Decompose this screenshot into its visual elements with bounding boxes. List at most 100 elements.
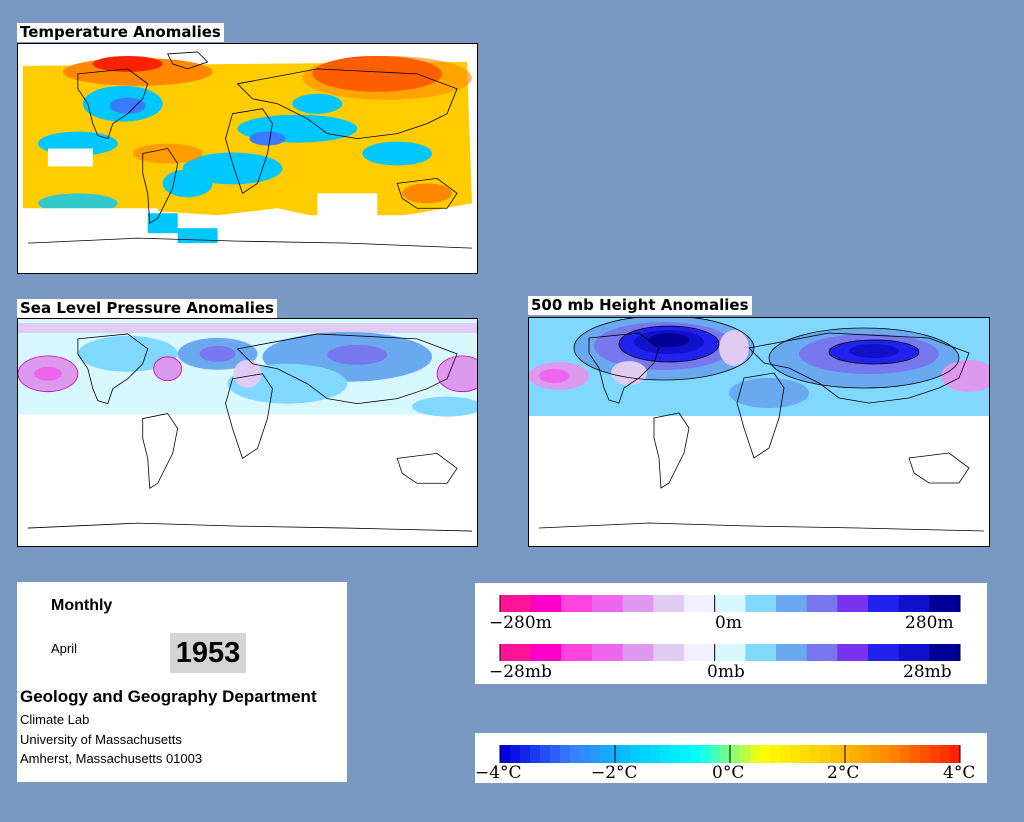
temperature-scale-swatch — [620, 745, 631, 763]
temp-label-0: 0°C — [712, 763, 744, 783]
temperature-scale-swatch — [900, 745, 911, 763]
pressure-scale-swatch — [500, 644, 532, 661]
period-label: Monthly — [51, 597, 113, 614]
month-label: April — [51, 641, 78, 656]
pressure-scale-swatch — [837, 644, 869, 661]
height-scale-swatch — [714, 595, 746, 612]
university-label: University of Massachusetts — [20, 732, 182, 747]
temperature-scale-swatch — [510, 745, 521, 763]
temperature-scale-swatch — [690, 745, 701, 763]
pressure-scale-swatch — [745, 644, 777, 661]
pressure-scale-swatch — [868, 644, 900, 661]
height-mid-label: 0m — [715, 613, 742, 633]
height-scale-swatch — [561, 595, 593, 612]
temp-label-neg2: −2°C — [591, 763, 638, 783]
slp-anomaly-map — [17, 318, 478, 547]
lab-label: Climate Lab — [20, 712, 90, 727]
temperature-scale-swatch — [570, 745, 581, 763]
pressure-scale-swatch — [806, 644, 838, 661]
temp-label-2: 2°C — [827, 763, 859, 783]
temperature-scale-swatch — [940, 745, 951, 763]
temperature-scale-swatch — [600, 745, 611, 763]
temp-label-neg4: −4°C — [475, 763, 522, 783]
pressure-color-scale — [499, 644, 961, 661]
height-scale-swatch — [837, 595, 869, 612]
temperature-scale-swatch — [700, 745, 711, 763]
temperature-scale-swatch — [660, 745, 671, 763]
pressure-scale-swatch — [714, 644, 746, 661]
pressure-max-label: 28mb — [903, 662, 952, 682]
height-max-label: 280m — [905, 613, 954, 633]
temperature-scale-swatch — [790, 745, 801, 763]
temperature-color-scale — [499, 745, 961, 763]
slp-anomalies-title: Sea Level Pressure Anomalies — [17, 299, 277, 318]
height-scale-swatch — [745, 595, 777, 612]
pressure-scale-swatch — [530, 644, 562, 661]
temperature-scale-swatch — [520, 745, 531, 763]
address-label: Amherst, Massachusetts 01003 — [20, 751, 203, 766]
pressure-mid-label: 0mb — [707, 662, 745, 682]
height-scale-swatch — [898, 595, 930, 612]
temperature-scale-swatch — [810, 745, 821, 763]
temperature-scale-swatch — [950, 745, 961, 763]
temperature-scale-swatch — [580, 745, 591, 763]
temperature-scale-swatch — [560, 745, 571, 763]
info-panel: Monthly April 1953 Geology and Geography… — [17, 582, 347, 782]
temperature-scale-swatch — [590, 745, 601, 763]
temperature-legend: −4°C −2°C 0°C 2°C 4°C — [475, 733, 987, 783]
temp-label-4: 4°C — [943, 763, 975, 783]
year-display: 1953 — [170, 633, 246, 673]
pressure-scale-swatch — [653, 644, 685, 661]
temperature-scale-swatch — [670, 745, 681, 763]
temperature-scale-swatch — [760, 745, 771, 763]
temperature-scale-swatch — [820, 745, 831, 763]
pressure-scale-swatch — [776, 644, 808, 661]
temperature-scale-swatch — [640, 745, 651, 763]
temperature-scale-swatch — [850, 745, 861, 763]
height-scale-swatch — [929, 595, 961, 612]
temperature-scale-swatch — [930, 745, 941, 763]
height-pressure-legend: −280m 0m 280m −28mb 0mb 28mb — [475, 583, 987, 684]
height-scale-swatch — [684, 595, 716, 612]
temperature-scale-swatch — [890, 745, 901, 763]
pressure-scale-swatch — [622, 644, 654, 661]
height-anomalies-title: 500 mb Height Anomalies — [528, 296, 752, 315]
pressure-scale-swatch — [561, 644, 593, 661]
temperature-scale-swatch — [530, 745, 541, 763]
temperature-scale-swatch — [880, 745, 891, 763]
temperature-anomaly-map — [17, 43, 478, 274]
pressure-scale-swatch — [929, 644, 961, 661]
temperature-scale-swatch — [870, 745, 881, 763]
height-scale-swatch — [622, 595, 654, 612]
temperature-scale-swatch — [860, 745, 871, 763]
temperature-scale-swatch — [550, 745, 561, 763]
temperature-scale-swatch — [750, 745, 761, 763]
height-scale-swatch — [776, 595, 808, 612]
height-min-label: −280m — [489, 613, 552, 633]
temperature-scale-swatch — [780, 745, 791, 763]
temperature-scale-swatch — [770, 745, 781, 763]
height-scale-swatch — [500, 595, 532, 612]
department-label: Geology and Geography Department — [20, 687, 317, 706]
temperature-scale-swatch — [830, 745, 841, 763]
temperature-scale-swatch — [800, 745, 811, 763]
pressure-min-label: −28mb — [489, 662, 552, 682]
temperature-scale-swatch — [680, 745, 691, 763]
height-color-scale — [499, 595, 961, 612]
pressure-scale-swatch — [592, 644, 624, 661]
temperature-scale-swatch — [650, 745, 661, 763]
temperature-anomalies-title: Temperature Anomalies — [17, 23, 224, 42]
height-scale-swatch — [592, 595, 624, 612]
temperature-scale-swatch — [710, 745, 721, 763]
temperature-scale-swatch — [630, 745, 641, 763]
temperature-scale-swatch — [920, 745, 931, 763]
temperature-scale-swatch — [500, 745, 511, 763]
height-scale-swatch — [653, 595, 685, 612]
pressure-scale-swatch — [898, 644, 930, 661]
temperature-scale-swatch — [540, 745, 551, 763]
height-scale-swatch — [868, 595, 900, 612]
height-scale-swatch — [530, 595, 562, 612]
temperature-scale-swatch — [730, 745, 741, 763]
temperature-scale-swatch — [720, 745, 731, 763]
pressure-scale-swatch — [684, 644, 716, 661]
